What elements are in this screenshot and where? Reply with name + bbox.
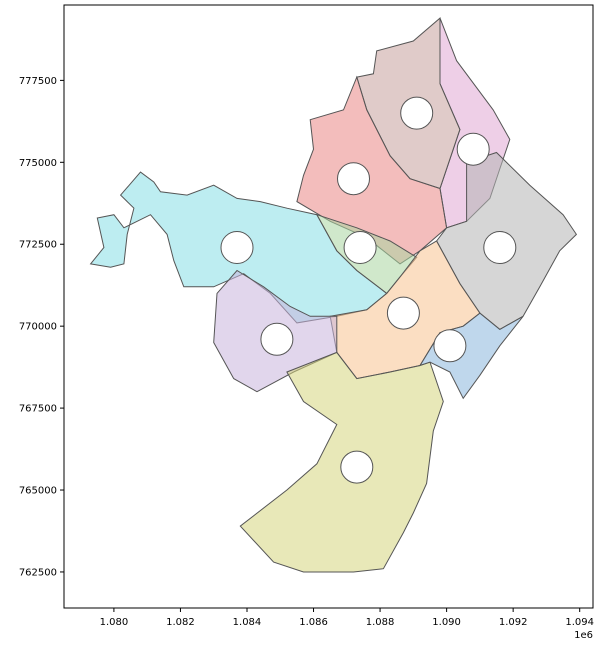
district-marker-3 [400, 96, 434, 130]
district-marker-6 [483, 231, 517, 264]
district-marker-7 [386, 296, 420, 330]
y-tick-label: 770000 [19, 322, 57, 333]
x-axis-ticks: 1.080 1.082 1.084 1.086 1.088 1.090 1.092 1.094 [100, 608, 594, 628]
district-marker-9 [260, 322, 294, 356]
y-tick-label: 777500 [19, 76, 57, 87]
district-marker-8 [433, 329, 467, 363]
x-tick-label: 1.086 [299, 617, 328, 628]
y-tick-label: 767500 [19, 404, 57, 415]
y-tick-label: 772500 [19, 240, 57, 251]
x-tick-label: 1.092 [499, 617, 528, 628]
y-axis-ticks: 762500 765000 767500 770000 772500 775000 7775… [19, 76, 64, 578]
district-marker-4 [337, 162, 370, 196]
district-marker-5 [343, 231, 377, 264]
x-tick-label: 1.082 [166, 617, 195, 628]
x-tick-label: 1.094 [565, 617, 594, 628]
plot-frame [63, 4, 594, 609]
x-tick-label: 1.088 [366, 617, 395, 628]
district-region-4 [296, 75, 448, 265]
district-marker-10 [340, 450, 374, 484]
y-tick-label: 765000 [19, 486, 57, 497]
district-marker-2 [456, 132, 490, 166]
district-marker-1 [220, 231, 254, 264]
x-tick-label: 1.084 [233, 617, 262, 628]
x-axis-offset-label: 1e6 [574, 630, 593, 641]
y-tick-label: 775000 [19, 158, 57, 169]
district-centroid-markers [220, 96, 517, 484]
x-tick-label: 1.080 [100, 617, 129, 628]
y-tick-label: 762500 [19, 567, 57, 578]
x-tick-label: 1.090 [432, 617, 461, 628]
